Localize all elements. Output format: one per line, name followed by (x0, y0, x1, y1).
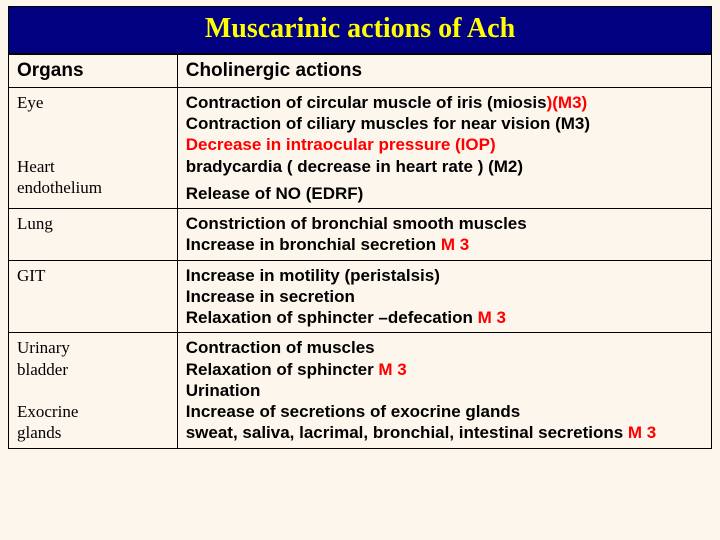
action-eye-heart: Contraction of circular muscle of iris (… (177, 87, 711, 208)
git-line3b: M 3 (478, 308, 506, 327)
ub-line5a: sweat, saliva, lacrimal, bronchial, inte… (186, 423, 628, 442)
header-organs: Organs (9, 55, 178, 88)
git-line1: Increase in motility (peristalsis) (186, 266, 440, 285)
eye-line1b: )(M3) (547, 93, 588, 112)
organ-urinary-exocrine: Urinary bladder Exocrine glands (9, 333, 178, 448)
action-urinary-exocrine: Contraction of muscles Relaxation of sph… (177, 333, 711, 448)
action-git: Increase in motility (peristalsis) Incre… (177, 260, 711, 333)
organ-lung: Lung (9, 209, 178, 261)
organ-endothelium: endothelium (17, 178, 102, 197)
organ-eye-heart: Eye Heart endothelium (9, 87, 178, 208)
eye-line2: Contraction of ciliary muscles for near … (186, 114, 590, 133)
ub-line1: Contraction of muscles (186, 338, 375, 357)
row-lung: Lung Constriction of bronchial smooth mu… (9, 209, 712, 261)
git-line2: Increase in secretion (186, 287, 355, 306)
eye-line1a: Contraction of circular muscle of iris (… (186, 93, 547, 112)
git-line3a: Relaxation of sphincter –defecation (186, 308, 478, 327)
row-git: GIT Increase in motility (peristalsis) I… (9, 260, 712, 333)
row-urinary-exocrine: Urinary bladder Exocrine glands Contract… (9, 333, 712, 448)
organ-urinary2: bladder (17, 360, 68, 379)
organ-exocrine1: Exocrine (17, 402, 78, 421)
eye-line4: bradycardia ( decrease in heart rate ) (… (186, 157, 523, 176)
organ-urinary1: Urinary (17, 338, 70, 357)
row-eye-heart: Eye Heart endothelium Contraction of cir… (9, 87, 712, 208)
organ-eye: Eye (17, 93, 43, 112)
header-row: Organs Cholinergic actions (9, 55, 712, 88)
eye-line5: Release of NO (EDRF) (186, 184, 364, 203)
organ-exocrine2: glands (17, 423, 61, 442)
header-actions: Cholinergic actions (177, 55, 711, 88)
eye-line3: Decrease in intraocular pressure (IOP) (186, 135, 496, 154)
actions-table: Organs Cholinergic actions Eye Heart end… (8, 54, 712, 449)
lung-line2b: M 3 (441, 235, 469, 254)
organ-git: GIT (9, 260, 178, 333)
action-lung: Constriction of bronchial smooth muscles… (177, 209, 711, 261)
slide: Muscarinic actions of Ach Organs Choline… (0, 0, 720, 540)
ub-line4: Increase of secretions of exocrine gland… (186, 402, 520, 421)
ub-line2a: Relaxation of sphincter (186, 360, 379, 379)
lung-line2a: Increase in bronchial secretion (186, 235, 441, 254)
ub-line2b: M 3 (378, 360, 406, 379)
ub-line5b: M 3 (628, 423, 656, 442)
ub-line3: Urination (186, 381, 261, 400)
lung-line1: Constriction of bronchial smooth muscles (186, 214, 527, 233)
organ-heart: Heart (17, 157, 55, 176)
title-bar: Muscarinic actions of Ach (8, 6, 712, 54)
